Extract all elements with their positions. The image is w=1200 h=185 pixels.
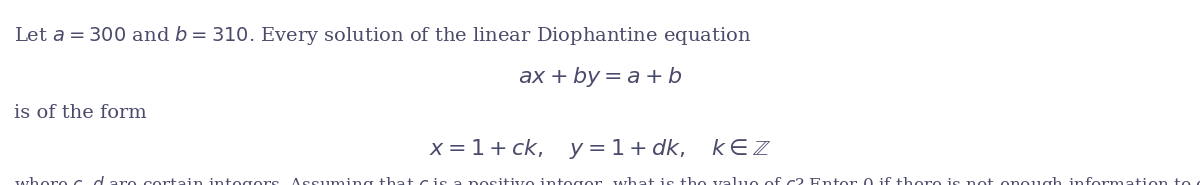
Text: $x = 1 + ck, \quad y = 1 + dk, \quad k \in \mathbb{Z}$: $x = 1 + ck, \quad y = 1 + dk, \quad k \… bbox=[428, 137, 772, 161]
Text: $ax + by = a + b$: $ax + by = a + b$ bbox=[517, 65, 683, 89]
Text: Let $a = 300$ and $b = 310$. Every solution of the linear Diophantine equation: Let $a = 300$ and $b = 310$. Every solut… bbox=[14, 24, 751, 47]
Text: is of the form: is of the form bbox=[14, 104, 148, 122]
Text: where $c$, $d$ are certain integers. Assuming that $c$ is a positive integer, wh: where $c$, $d$ are certain integers. Ass… bbox=[14, 174, 1200, 185]
